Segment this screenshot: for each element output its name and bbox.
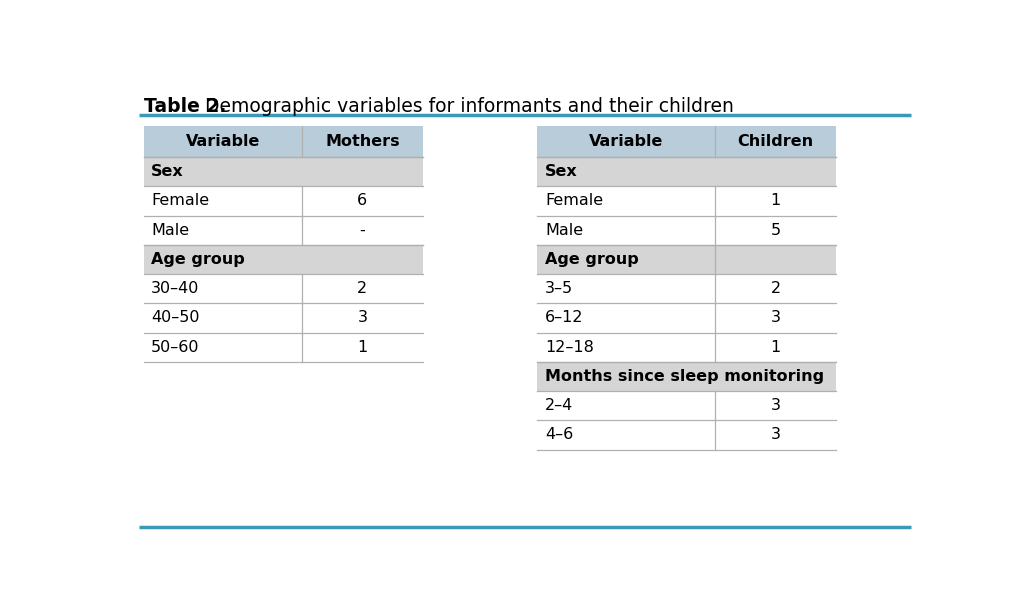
Text: 50–60: 50–60 <box>152 340 200 354</box>
Text: Sex: Sex <box>152 164 184 179</box>
Text: 30–40: 30–40 <box>152 281 200 296</box>
Text: Table 2.: Table 2. <box>143 97 226 116</box>
Text: 2: 2 <box>357 281 368 296</box>
Text: 6–12: 6–12 <box>545 311 584 325</box>
Bar <box>538 274 836 303</box>
Text: 12–18: 12–18 <box>545 340 594 354</box>
Text: 1: 1 <box>770 340 780 354</box>
Bar <box>143 245 423 274</box>
Text: 40–50: 40–50 <box>152 311 200 325</box>
Text: Female: Female <box>152 194 209 208</box>
Bar <box>143 333 423 362</box>
Text: Variable: Variable <box>589 134 664 149</box>
Bar <box>538 216 836 245</box>
Text: 3: 3 <box>770 311 780 325</box>
Bar <box>143 274 423 303</box>
Text: Children: Children <box>737 134 814 149</box>
Bar <box>143 216 423 245</box>
Text: Demographic variables for informants and their children: Demographic variables for informants and… <box>200 97 734 116</box>
Text: Sex: Sex <box>545 164 578 179</box>
Text: 3: 3 <box>770 398 780 414</box>
Bar <box>538 126 836 157</box>
Bar <box>538 362 836 391</box>
Text: 2–4: 2–4 <box>545 398 573 414</box>
Text: Female: Female <box>545 194 603 208</box>
Bar <box>538 303 836 333</box>
Text: 4–6: 4–6 <box>545 428 573 443</box>
Text: 3: 3 <box>357 311 368 325</box>
Text: 1: 1 <box>357 340 368 354</box>
Bar <box>143 186 423 216</box>
Text: Mothers: Mothers <box>326 134 399 149</box>
Text: Variable: Variable <box>185 134 260 149</box>
Bar <box>538 186 836 216</box>
Text: 1: 1 <box>770 194 780 208</box>
Text: Age group: Age group <box>152 252 245 267</box>
Text: 2: 2 <box>770 281 780 296</box>
Text: 6: 6 <box>357 194 368 208</box>
Bar <box>538 333 836 362</box>
Text: Age group: Age group <box>545 252 639 267</box>
Text: Male: Male <box>152 223 189 238</box>
Text: Male: Male <box>545 223 583 238</box>
Bar <box>538 420 836 449</box>
Bar <box>538 157 836 186</box>
Text: 3: 3 <box>770 428 780 443</box>
Bar <box>538 245 836 274</box>
Bar <box>143 303 423 333</box>
Bar <box>143 126 423 157</box>
Text: 5: 5 <box>770 223 780 238</box>
Text: -: - <box>359 223 366 238</box>
Text: 3–5: 3–5 <box>545 281 573 296</box>
Bar <box>538 391 836 420</box>
Text: Months since sleep monitoring: Months since sleep monitoring <box>545 369 824 384</box>
Bar <box>143 157 423 186</box>
